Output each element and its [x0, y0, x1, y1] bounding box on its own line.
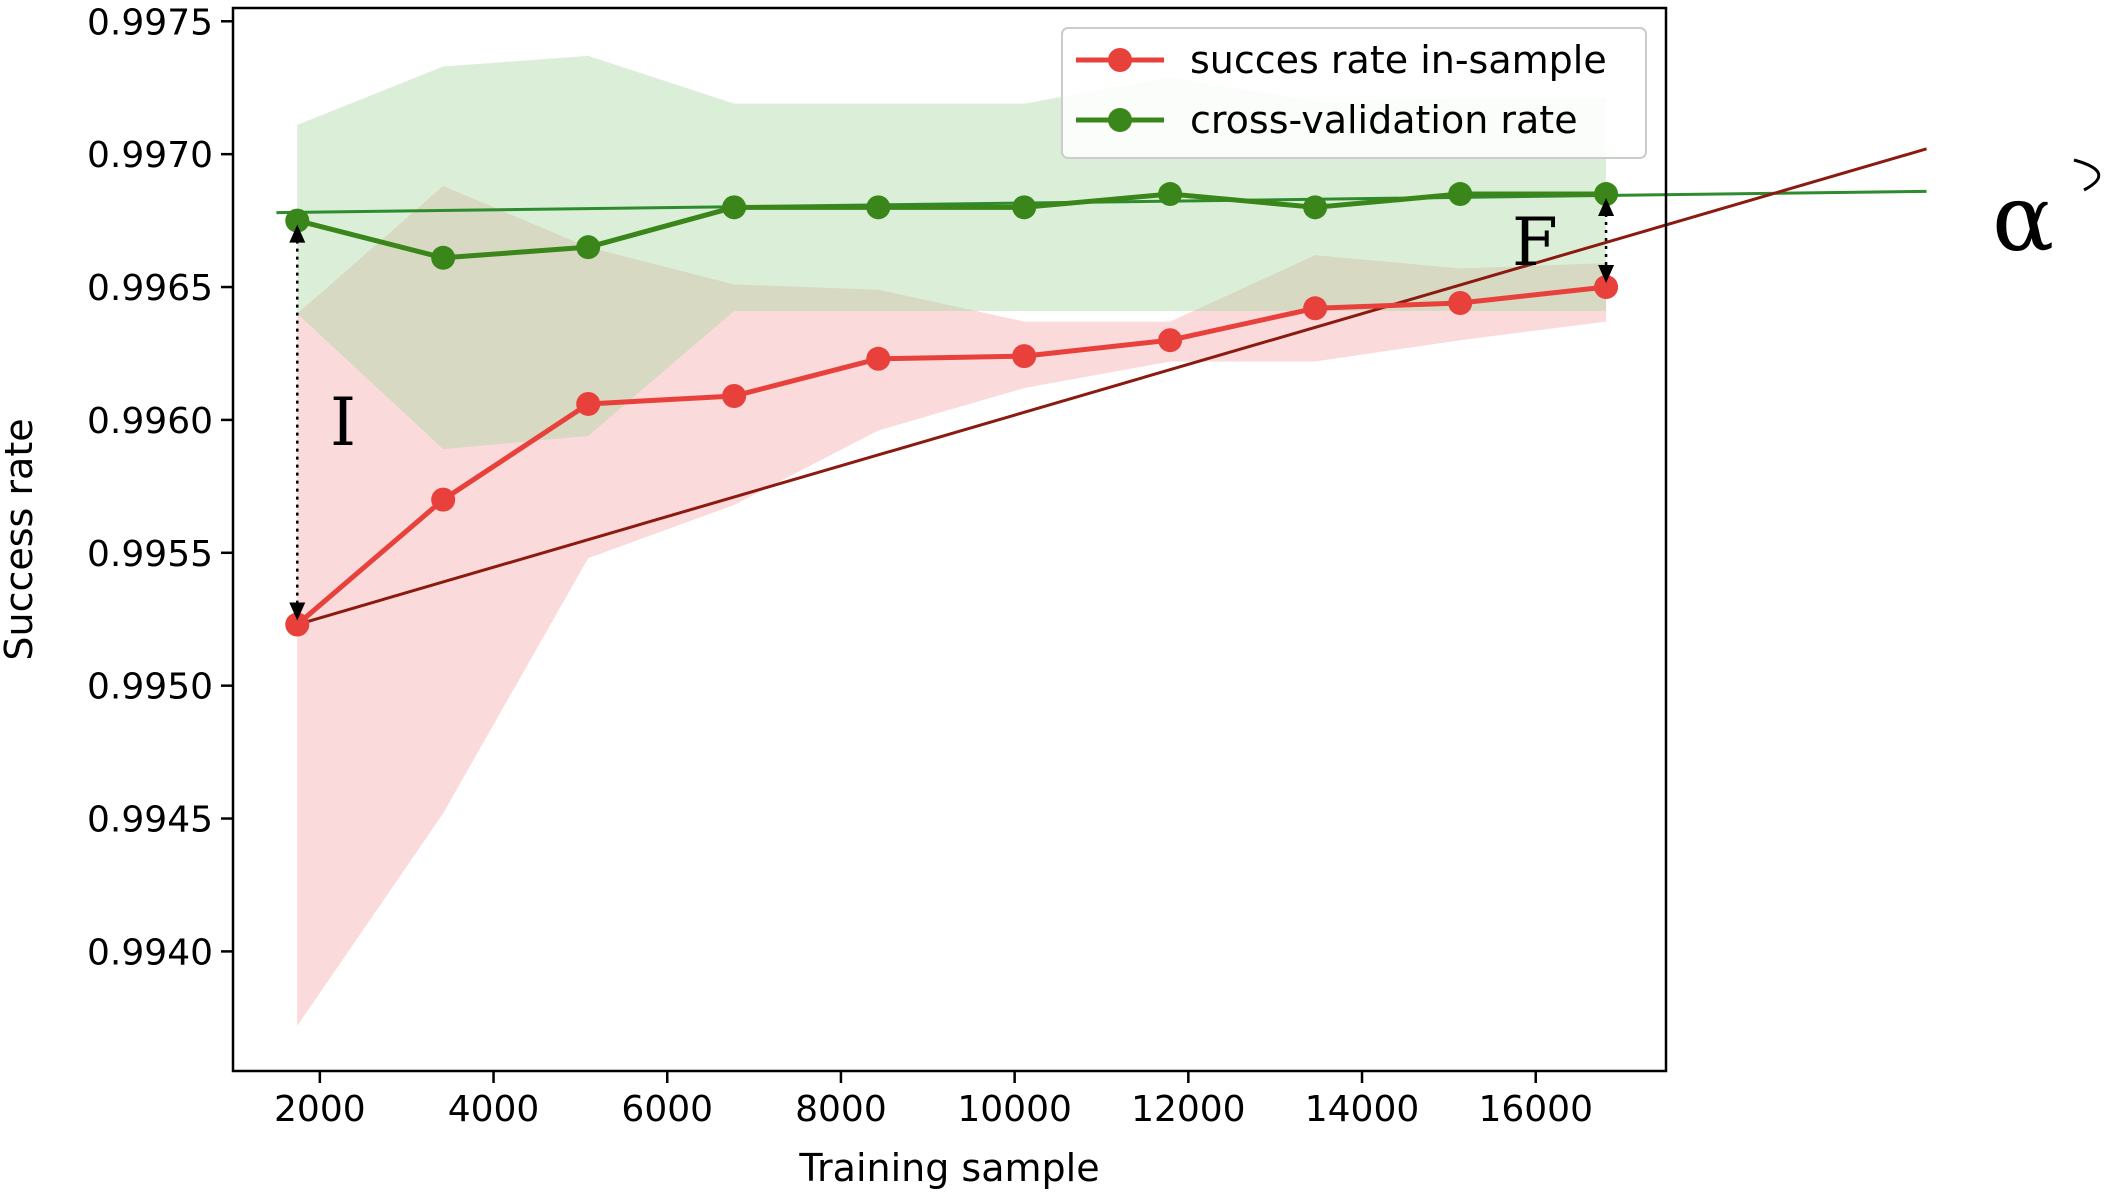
legend-label-0: succes rate in-sample	[1190, 38, 1607, 82]
data-point-series-0-3	[722, 383, 747, 408]
annotation-i: I	[330, 384, 356, 461]
gap-i-arrowhead-down	[289, 602, 306, 621]
data-point-series-0-1	[431, 487, 456, 512]
legend-marker-0	[1108, 48, 1132, 72]
data-point-series-1-1	[431, 245, 456, 270]
y-tick-label: 0.9965	[87, 268, 213, 309]
data-point-series-0-7	[1303, 296, 1328, 321]
data-point-series-0-8	[1448, 290, 1473, 315]
legend-marker-1	[1108, 108, 1132, 132]
x-axis-ticks: 2000 4000 6000 8000 10000 12000 14000 16000	[274, 1071, 1593, 1130]
data-point-series-0-0	[285, 612, 310, 637]
x-tick-label: 6000	[621, 1089, 713, 1130]
y-axis-ticks: 0.9940 0.9945 0.9950 0.9955 0.9960 0.9965 0.99…	[87, 2, 233, 973]
x-tick-label: 12000	[1131, 1089, 1246, 1130]
gap-f-arrowhead-down	[1598, 265, 1615, 284]
y-tick-label: 0.9955	[87, 534, 213, 575]
x-tick-label: 4000	[448, 1089, 540, 1130]
data-point-series-1-3	[722, 195, 747, 220]
y-tick-label: 0.9970	[87, 135, 213, 176]
data-point-series-1-4	[866, 195, 891, 220]
data-point-series-0-5	[1012, 344, 1037, 369]
data-point-series-1-9	[1594, 182, 1619, 207]
confidence-bands	[297, 55, 1607, 1026]
y-tick-label: 0.9950	[87, 667, 213, 708]
annotation-alpha: α	[1992, 165, 2054, 272]
y-tick-label: 0.9975	[87, 2, 213, 43]
data-point-series-1-2	[576, 235, 601, 260]
data-point-series-1-8	[1448, 182, 1473, 207]
x-axis-label: Training sample	[798, 1146, 1099, 1190]
x-tick-label: 16000	[1478, 1089, 1593, 1130]
y-tick-label: 0.9940	[87, 932, 213, 973]
data-point-series-1-0	[285, 208, 310, 233]
x-tick-label: 8000	[795, 1089, 887, 1130]
data-point-series-1-5	[1012, 195, 1037, 220]
y-tick-label: 0.9960	[87, 401, 213, 442]
gap-f-arrowhead-up	[1598, 198, 1615, 217]
y-tick-label: 0.9945	[87, 800, 213, 841]
band-series-0	[297, 186, 1607, 1026]
series-lines	[295, 191, 1607, 627]
series-line-0	[295, 284, 1607, 627]
data-point-series-0-2	[576, 391, 601, 416]
reference-line-1	[296, 147, 1927, 626]
gap-i-arrowhead-up	[289, 224, 306, 243]
annotation-f: F	[1512, 204, 1558, 281]
plot-area-frame	[231, 6, 1668, 1073]
x-tick-label: 14000	[1305, 1089, 1420, 1130]
annotations: I F α	[289, 158, 2101, 621]
data-point-series-0-4	[866, 346, 891, 371]
alpha-angle-arc	[2073, 158, 2101, 192]
data-point-series-0-9	[1594, 275, 1619, 300]
legend: succes rate in-sample cross-validation ra…	[1061, 27, 1647, 159]
x-tick-label: 2000	[274, 1089, 366, 1130]
x-tick-label: 10000	[957, 1089, 1072, 1130]
series-points	[285, 182, 1619, 637]
series-line-1	[296, 191, 1607, 261]
legend-box	[1061, 27, 1647, 159]
data-point-series-1-7	[1303, 195, 1328, 220]
data-point-series-0-6	[1158, 328, 1183, 353]
legend-label-1: cross-validation rate	[1190, 98, 1578, 142]
data-point-series-1-6	[1158, 182, 1183, 207]
y-axis-label: Success rate	[0, 418, 41, 660]
